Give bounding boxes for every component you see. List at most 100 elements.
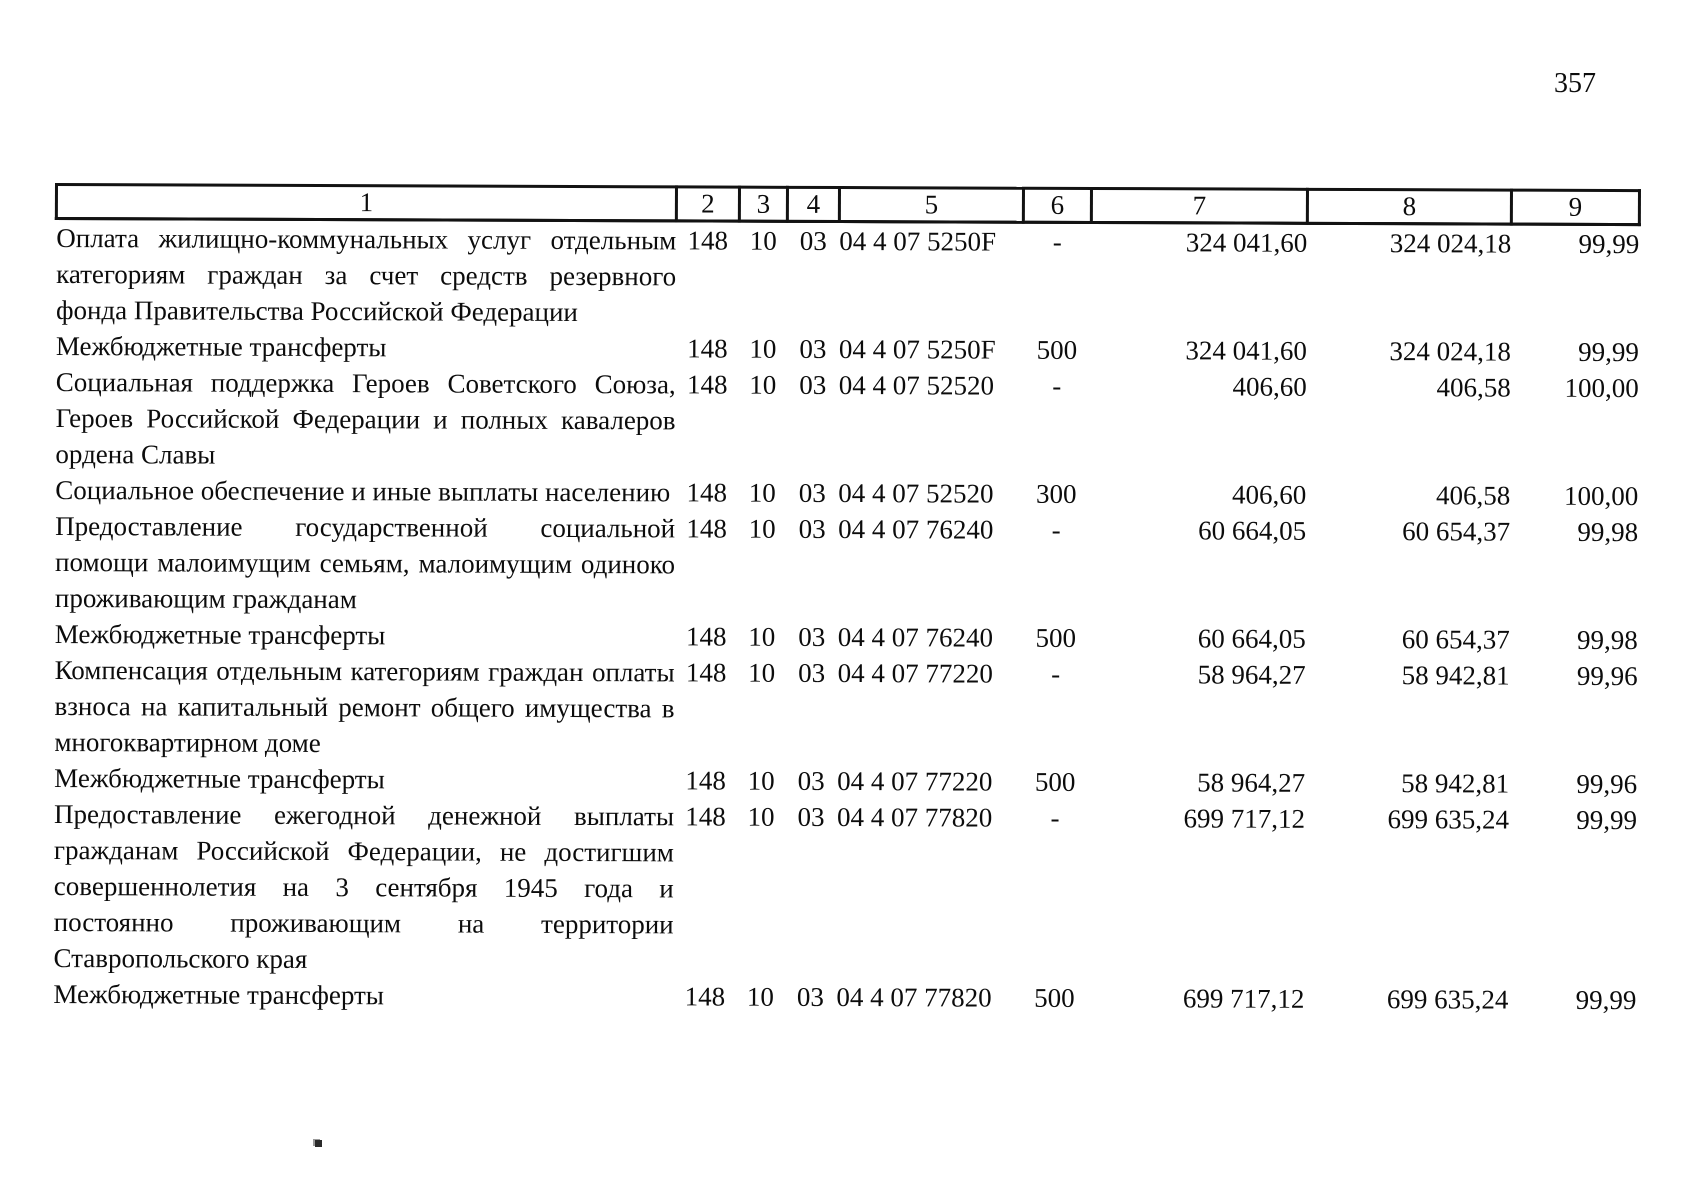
target-article-cell: 04 4 07 52520 — [838, 478, 994, 509]
assigned-amount-cell: 324 041,60 — [1185, 227, 1308, 258]
table-row: Социальная поддержка Героев Советского С… — [55, 364, 1638, 478]
table-row: Межбюджетные трансферты 148 10 03 04 4 07 77… — [53, 976, 1636, 1018]
expense-name-cell: Межбюджетные трансферты — [55, 331, 387, 363]
table-row: Компенсация отдельным категориям граждан… — [54, 652, 1637, 766]
assigned-amount-cell: 324 041,60 — [1185, 335, 1307, 366]
assigned-amount-cell: 699 717,12 — [1182, 983, 1305, 1014]
assigned-amount-cell: 58 964,27 — [1197, 767, 1306, 798]
header-cell-6: 6 — [1023, 188, 1092, 223]
percent-executed-cell: 99,96 — [1576, 660, 1638, 692]
subsection-code-cell: 03 — [798, 513, 826, 544]
section-code-cell: 10 — [748, 657, 776, 688]
percent-executed-cell: 100,00 — [1564, 372, 1639, 404]
percent-executed-cell: 99,99 — [1578, 336, 1639, 368]
percent-executed-cell: 99,99 — [1578, 228, 1640, 260]
grbs-code-cell: 148 — [685, 657, 727, 688]
section-code-cell: 10 — [748, 621, 776, 652]
executed-amount-cell: 699 635,24 — [1386, 984, 1509, 1015]
expense-type-cell: - — [1052, 370, 1062, 401]
grbs-code-cell: 148 — [686, 477, 728, 508]
table-row: Межбюджетные трансферты 148 10 03 04 4 07 52… — [56, 328, 1639, 370]
expense-name-cell: Компенсация отдельным категориям граждан… — [54, 655, 675, 759]
expense-type-cell: 500 — [1034, 766, 1076, 797]
percent-executed-cell: 99,99 — [1575, 984, 1637, 1016]
grbs-code-cell: 148 — [686, 369, 728, 400]
subsection-code-cell: 03 — [799, 333, 827, 364]
percent-executed-cell: 99,96 — [1576, 768, 1638, 800]
expense-type-cell: 300 — [1036, 478, 1077, 509]
table-row: Предоставление государственной социально… — [55, 508, 1638, 622]
header-cell-7: 7 — [1091, 188, 1308, 224]
assigned-amount-cell: 60 664,05 — [1197, 623, 1306, 654]
subsection-code-cell: 03 — [798, 477, 826, 508]
percent-executed-cell: 99,98 — [1576, 624, 1638, 656]
executed-amount-cell: 60 654,37 — [1402, 516, 1511, 547]
target-article-cell: 04 4 07 76240 — [838, 514, 994, 545]
expense-type-cell: 500 — [1035, 622, 1077, 653]
scan-artifact-dot — [315, 1140, 322, 1147]
expense-type-cell: 500 — [1034, 982, 1075, 1013]
expense-type-cell: 500 — [1036, 334, 1078, 365]
section-code-cell: 10 — [749, 369, 777, 400]
expense-name-cell: Социальное обеспечение и иные выплаты на… — [55, 475, 671, 508]
expense-name-cell: Социальная поддержка Героев Советского С… — [55, 367, 676, 470]
grbs-code-cell: 148 — [686, 513, 727, 544]
section-code-cell: 10 — [747, 765, 775, 796]
table-row: Социальное обеспечение и иные выплаты на… — [55, 472, 1638, 514]
subsection-code-cell: 03 — [798, 657, 826, 688]
expense-name-cell: Предоставление государственной социально… — [54, 511, 676, 615]
grbs-code-cell: 148 — [687, 225, 729, 256]
expense-type-cell: - — [1051, 514, 1061, 545]
expense-type-cell: - — [1052, 226, 1062, 257]
executed-amount-cell: 324 024,18 — [1389, 336, 1511, 367]
page-number: 357 — [1554, 68, 1596, 99]
executed-amount-cell: 406,58 — [1436, 480, 1511, 511]
section-code-cell: 10 — [749, 225, 777, 256]
target-article-cell: 04 4 07 5250F — [839, 226, 997, 257]
section-code-cell: 10 — [748, 477, 776, 508]
target-article-cell: 04 4 07 77220 — [837, 766, 993, 797]
assigned-amount-cell: 406,60 — [1232, 371, 1307, 402]
header-cell-1: 1 — [56, 184, 677, 221]
expense-name-cell: Межбюджетные трансферты — [54, 619, 386, 651]
grbs-code-cell: 148 — [685, 765, 727, 796]
header-cell-2: 2 — [676, 186, 740, 222]
executed-amount-cell: 324 024,18 — [1389, 228, 1512, 259]
expense-type-cell: - — [1051, 658, 1061, 689]
header-cell-9: 9 — [1511, 190, 1640, 225]
target-article-cell: 04 4 07 77220 — [837, 658, 993, 689]
section-code-cell: 10 — [747, 801, 775, 832]
expense-name-cell: Межбюджетные трансферты — [53, 978, 385, 1011]
percent-executed-cell: 100,00 — [1564, 480, 1639, 512]
subsection-code-cell: 03 — [798, 621, 826, 652]
percent-executed-cell: 99,98 — [1577, 516, 1639, 548]
expense-name-cell: Оплата жилищно-коммунальных услуг отдель… — [55, 223, 677, 328]
section-code-cell: 10 — [748, 513, 776, 544]
subsection-code-cell: 03 — [796, 981, 824, 1012]
assigned-amount-cell: 406,60 — [1232, 479, 1307, 510]
target-article-cell: 04 4 07 76240 — [837, 622, 994, 653]
executed-amount-cell: 60 654,37 — [1401, 624, 1510, 655]
section-code-cell: 10 — [746, 981, 774, 1012]
grbs-code-cell: 148 — [684, 981, 726, 1012]
target-article-cell: 04 4 07 77820 — [837, 802, 993, 833]
header-cell-3: 3 — [739, 187, 788, 222]
table-row: Межбюджетные трансферты 148 10 03 04 4 07 76… — [55, 616, 1638, 658]
expense-type-cell: - — [1050, 802, 1060, 833]
expense-name-cell: Предоставление ежегодной денежной выплат… — [53, 799, 675, 974]
assigned-amount-cell: 60 664,05 — [1198, 515, 1307, 546]
subsection-code-cell: 03 — [799, 225, 827, 256]
table-row: Оплата жилищно-коммунальных услуг отдель… — [56, 219, 1639, 335]
target-article-cell: 04 4 07 77820 — [836, 982, 992, 1013]
subsection-code-cell: 03 — [799, 369, 827, 400]
subsection-code-cell: 03 — [797, 801, 825, 832]
percent-executed-cell: 99,99 — [1576, 804, 1638, 836]
assigned-amount-cell: 58 964,27 — [1197, 659, 1306, 690]
assigned-amount-cell: 699 717,12 — [1183, 803, 1306, 834]
subsection-code-cell: 03 — [797, 765, 825, 796]
header-cell-4: 4 — [787, 187, 840, 222]
executed-amount-cell: 58 942,81 — [1401, 768, 1510, 799]
